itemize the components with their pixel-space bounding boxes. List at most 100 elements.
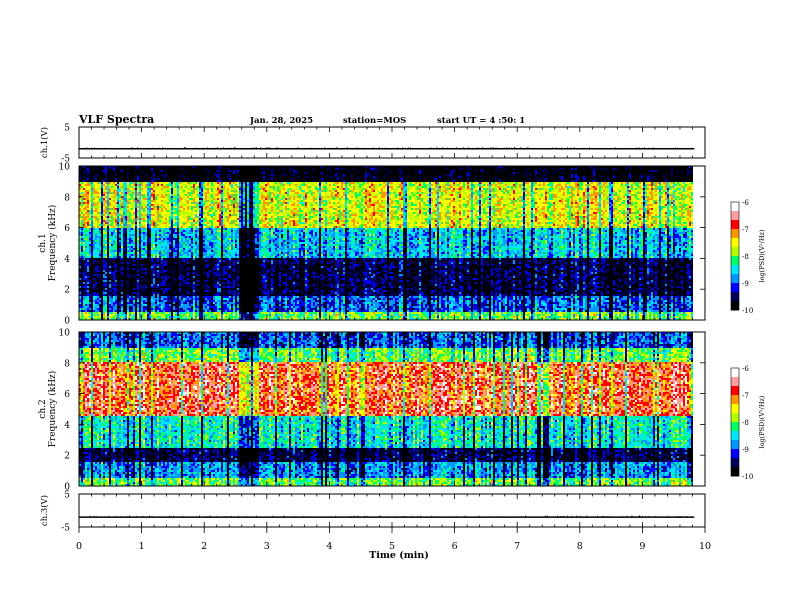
- ch1-spectrogram-panel-cell: [103, 186, 105, 188]
- ch1-spectrogram-panel-cell: [129, 200, 131, 202]
- ch1-spectrogram-panel-cell: [151, 178, 153, 180]
- ch1-spectrogram-panel-cell: [151, 266, 153, 268]
- ch1-spectrogram-panel-cell: [119, 240, 121, 242]
- ch1-spectrogram-panel-cell: [135, 208, 137, 210]
- ch1-spectrogram-panel-cell: [121, 302, 123, 304]
- ch1-spectrogram-panel-cell: [83, 306, 85, 308]
- ch1-spectrogram-panel-cell: [107, 316, 109, 318]
- ch1-spectrogram-panel-cell: [85, 232, 87, 234]
- ch1-spectrogram-panel-cell: [101, 290, 103, 292]
- ch1-spectrogram-panel-cell: [117, 266, 119, 268]
- ch1-spectrogram-panel-cell: [125, 298, 127, 300]
- ch1-spectrogram-panel-cell: [129, 238, 131, 240]
- ch1-spectrogram-panel-cell: [143, 220, 145, 222]
- ch1-spectrogram-panel-cell: [129, 278, 131, 280]
- ch1-spectrogram-panel-cell: [109, 288, 111, 290]
- figure-date: Jan. 28, 2025: [249, 116, 313, 126]
- ch1-spectrogram-panel-cell: [135, 284, 137, 286]
- ch1-spectrogram-panel-cell: [125, 276, 127, 278]
- ch1-spectrogram-panel-cell: [145, 186, 147, 188]
- ch1-spectrogram-panel-cell: [145, 296, 147, 298]
- ch1-spectrogram-panel-cell: [91, 192, 93, 194]
- ch1-spectrogram-panel-cell: [85, 270, 87, 272]
- ch1-spectrogram-panel-cell: [107, 212, 109, 214]
- ch1-spectrogram-panel-cell: [139, 308, 141, 310]
- ch1-spectrogram-panel-cell: [113, 228, 115, 230]
- ch1-spectrogram-panel-cell: [151, 180, 153, 182]
- ch1-spectrogram-panel-cell: [141, 288, 143, 290]
- ch1-spectrogram-panel-cell: [101, 224, 103, 226]
- ch1-spectrogram-panel-cell: [105, 278, 107, 280]
- ch1-spectrogram-panel-cell: [143, 316, 145, 318]
- ch1-spectrogram-panel-cell: [143, 174, 145, 176]
- ch1-spectrogram-panel-cell: [143, 198, 145, 200]
- ch1-spectrogram-panel-cell: [127, 196, 129, 198]
- ch1-spectrogram-panel-cell: [115, 246, 117, 248]
- ch1-spectrogram-panel-cell: [97, 236, 99, 238]
- ch1-spectrogram-panel-cell: [89, 286, 91, 288]
- ch1-spectrogram-panel-cell: [107, 190, 109, 192]
- ch1-spectrogram-panel-cell: [147, 256, 149, 258]
- ch1-spectrogram-panel-cell: [105, 208, 107, 210]
- ch1-spectrogram-panel-cell: [85, 198, 87, 200]
- ch1-spectrogram-panel-cell: [103, 292, 105, 294]
- ch1-spectrogram-panel-cell: [139, 264, 141, 266]
- ch1-spectrogram-panel-cell: [101, 284, 103, 286]
- ch1-spectrogram-panel-cell: [109, 204, 111, 206]
- ch1-spectrogram-panel-cell: [125, 208, 127, 210]
- ch1-spectrogram-panel-cell: [113, 286, 115, 288]
- ch1-spectrogram-panel-cell: [101, 204, 103, 206]
- ch1-spectrogram-panel-cell: [143, 186, 145, 188]
- ch1-spectrogram-panel-cell: [135, 184, 137, 186]
- ch1-spectrogram-panel-cell: [131, 176, 133, 178]
- ch1-spectrogram-panel-cell: [85, 264, 87, 266]
- ch1-spectrogram-panel-cell: [103, 216, 105, 218]
- ch1-spectrogram-panel-cell: [93, 242, 95, 244]
- ch1-spectrogram-panel-cell: [121, 238, 123, 240]
- ch1-spectrogram-panel-cell: [85, 230, 87, 232]
- ch1-spectrogram-panel-cell: [143, 260, 145, 262]
- ch1-spectrogram-panel-cell: [125, 178, 127, 180]
- ch1-spectrogram-panel-cell: [99, 180, 101, 182]
- ch1-spectrogram-panel-cell: [103, 314, 105, 316]
- ch1-spectrogram-panel-cell: [121, 198, 123, 200]
- ch1-spectrogram-panel-cell: [151, 194, 153, 196]
- ch1-spectrogram-panel-cell: [99, 272, 101, 274]
- ch1-spectrogram-panel-cell: [115, 172, 117, 174]
- ch1-spectrogram-panel-cell: [103, 178, 105, 180]
- ch1-spectrogram-panel-cell: [111, 228, 113, 230]
- ch1-spectrogram-panel-cell: [83, 236, 85, 238]
- ch1-spectrogram-panel-cell: [89, 218, 91, 220]
- ch1-spectrogram-panel-cell: [97, 304, 99, 306]
- ch1-spectrogram-panel-cell: [121, 262, 123, 264]
- ch1-spectrogram-panel-cell: [93, 256, 95, 258]
- ch1-spectrogram-panel-cell: [87, 300, 89, 302]
- ch1-spectrogram-panel-cell: [141, 272, 143, 274]
- ch1-spectrogram-panel-cell: [105, 316, 107, 318]
- ch1-spectrogram-panel-cell: [99, 178, 101, 180]
- ch1-spectrogram-panel-cell: [125, 266, 127, 268]
- ch1-spectrogram-panel-cell: [119, 232, 121, 234]
- ch1-spectrogram-panel-cell: [139, 228, 141, 230]
- ch1-spectrogram-panel-cell: [93, 302, 95, 304]
- ch1-spectrogram-panel-cell: [113, 250, 115, 252]
- ch1-spectrogram-panel-cell: [91, 244, 93, 246]
- ch1-spectrogram-panel-cell: [91, 230, 93, 232]
- ch1-spectrogram-panel-cell: [99, 234, 101, 236]
- ch1-spectrogram-panel-cell: [85, 304, 87, 306]
- ch1-spectrogram-panel-cell: [91, 212, 93, 214]
- ch1-spectrogram-panel-cell: [105, 286, 107, 288]
- ch1-spectrogram-panel-cell: [93, 186, 95, 188]
- ch1-spectrogram-panel-cell: [85, 234, 87, 236]
- ch1-spectrogram-panel-cell: [95, 200, 97, 202]
- ch1-spectrogram-panel-cell: [119, 194, 121, 196]
- ch1-spectrogram-panel-cell: [125, 256, 127, 258]
- ch1-spectrogram-panel-cell: [117, 234, 119, 236]
- ch1-spectrogram-panel-cell: [149, 170, 151, 172]
- ch1-spectrogram-panel-cell: [99, 314, 101, 316]
- ch1-spectrogram-panel-cell: [91, 282, 93, 284]
- ch1-spectrogram-panel-cell: [93, 282, 95, 284]
- ch1-spectrogram-panel-cell: [113, 258, 115, 260]
- ch1-spectrogram-panel-cell: [83, 262, 85, 264]
- ch1-spectrogram-panel-cell: [127, 200, 129, 202]
